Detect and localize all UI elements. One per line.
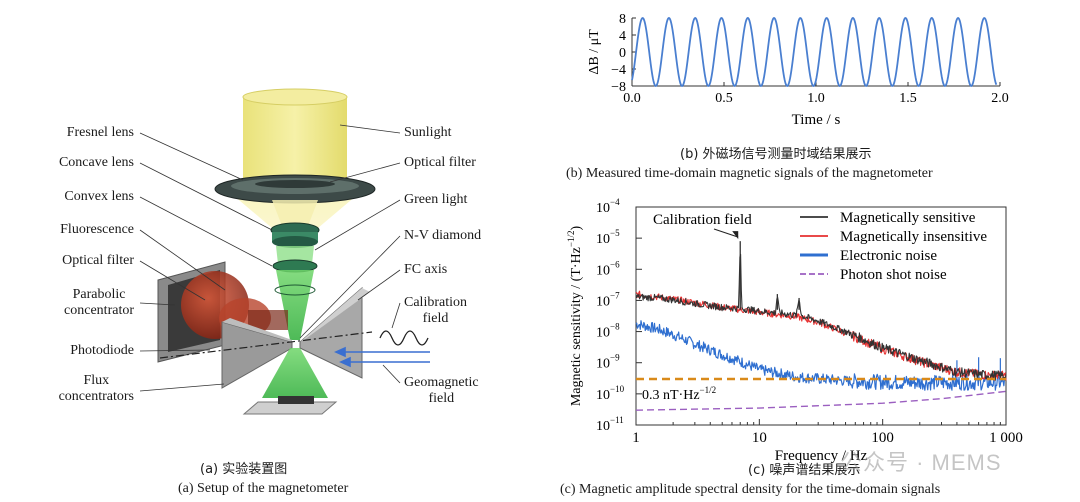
y-tick-label: 10 — [596, 419, 610, 434]
y-tick-exponent: −9 — [610, 353, 620, 363]
y-tick-exponent: −11 — [610, 415, 624, 425]
right-leader-lines — [299, 124, 401, 384]
y-axis-title: ΔB / μT — [587, 29, 602, 75]
plot-frame — [635, 206, 1007, 426]
y-tick-exponent: −10 — [610, 384, 625, 394]
calibration-wave-icon — [379, 330, 429, 346]
sine-series-line — [631, 17, 998, 87]
series-photon-shot-noise — [635, 390, 1007, 411]
label-convex-lens: Convex lens — [64, 189, 134, 204]
series-magnetically-sensitive — [635, 253, 1007, 381]
label-flux-concentrators: Flux concentrators — [58, 373, 134, 404]
flux-concentrators — [221, 286, 370, 389]
y-tick-label: 10 — [596, 201, 610, 216]
series-electronic-noise — [635, 320, 1007, 391]
green-light-cone — [262, 348, 328, 398]
y-tick-label: 10 — [596, 326, 610, 341]
annotation-arrow-line — [713, 228, 739, 238]
y-tick-exponent: −4 — [610, 197, 620, 207]
annotation-arrow-head — [732, 231, 739, 240]
y-tick-label: −4 — [611, 63, 626, 78]
caption-c-en: (c) Magnetic amplitude spectral density … — [560, 482, 941, 497]
fc-axis-line — [159, 331, 373, 359]
label-fresnel-lens: Fresnel lens — [66, 125, 134, 140]
label-geomagnetic-field: Geomagnetic field — [404, 375, 479, 406]
caption-c-cn: (c) 噪声谱结果展示 — [748, 463, 861, 478]
y-tick-label: 10 — [596, 294, 610, 309]
y-tick-label: 10 — [596, 232, 610, 247]
caption-a-cn: (a) 实验装置图 — [200, 462, 288, 477]
y-tick-label: 10 — [596, 357, 610, 372]
x-axis-title: Frequency / Hz — [775, 448, 868, 464]
legend-label: Magnetically sensitive — [840, 210, 976, 226]
x-tick-label: 1 000 — [989, 430, 1023, 446]
y-tick-label: 10 — [596, 263, 610, 278]
reference-line-label: 0.3 nT·Hz−1/2 — [642, 385, 716, 403]
y-axis-title-exponent: −1/2 — [566, 231, 576, 248]
y-tick-label: 8 — [619, 12, 626, 27]
photodiode-base — [242, 396, 338, 415]
x-tick-label: 2.0 — [991, 91, 1009, 106]
label-parabolic-concentrator: Parabolic concentrator — [64, 287, 134, 318]
y-tick-label: 10 — [596, 388, 610, 403]
label-fc-axis: FC axis — [404, 262, 448, 277]
label-fluorescence: Fluorescence — [60, 222, 134, 237]
lens-stack — [270, 200, 320, 340]
y-tick-exponent: −8 — [610, 322, 620, 332]
label-concave-lens: Concave lens — [58, 155, 134, 170]
caption-a-en: (a) Setup of the magnetometer — [178, 481, 349, 496]
y-tick-label: −8 — [611, 80, 626, 95]
caption-b-en: (b) Measured time-domain magnetic signal… — [566, 166, 933, 181]
magnetometer-setup-illustration — [139, 88, 430, 415]
calibration-field-annotation: Calibration field — [653, 212, 752, 228]
x-tick-label: 10 — [752, 430, 767, 446]
label-green-light: Green light — [404, 192, 468, 207]
x-tick-label: 0.5 — [715, 91, 733, 106]
watermark: 公众号 · MEMS — [840, 450, 1002, 475]
legend-label: Magnetically insensitive — [840, 229, 987, 245]
y-tick-exponent: −6 — [610, 259, 620, 269]
x-tick-label: 1.0 — [807, 91, 825, 106]
reference-line-label-exp: −1/2 — [700, 385, 717, 395]
geomagnetic-arrows-icon — [334, 346, 430, 368]
y-tick-label: 4 — [619, 29, 626, 44]
y-tick-label: 0 — [619, 46, 626, 61]
label-optical-filter-right: Optical filter — [404, 155, 476, 170]
x-tick-label: 1.5 — [899, 91, 917, 106]
y-tick-exponent: −5 — [610, 228, 620, 238]
x-axis-title: Time / s — [792, 112, 841, 128]
x-tick-label: 100 — [871, 430, 894, 446]
y-axis-title: Magnetic sensitivity / (T·Hz−1/2) — [566, 226, 584, 407]
y-axis-title-close: ) — [569, 226, 584, 231]
noise-spectrum-chart: 1 10 100 1 00010−410−510−610−710−810−910−10… — [566, 197, 1023, 464]
label-optical-filter-left: Optical filter — [62, 253, 134, 268]
y-tick-exponent: −7 — [610, 290, 620, 300]
x-tick-label: 1 — [632, 430, 640, 446]
fresnel-lens — [214, 174, 376, 204]
caption-b-cn: (b) 外磁场信号测量时域结果展示 — [680, 147, 872, 162]
legend-label: Electronic noise — [840, 248, 937, 264]
parabolic-concentrator — [157, 261, 288, 363]
label-sunlight: Sunlight — [404, 125, 452, 140]
label-photodiode: Photodiode — [70, 343, 134, 358]
legend-label: Photon shot noise — [840, 267, 947, 283]
label-calibration-field: Calibration field — [404, 295, 467, 326]
x-tick-label: 0.0 — [623, 91, 641, 106]
label-nv-diamond: N-V diamond — [404, 228, 482, 243]
time-domain-chart: 0.0 0.5 1.0 1.5 2.0 8 4 0 −4 −8 Time / s ΔB / μT — [587, 12, 1009, 128]
left-leader-lines — [139, 132, 273, 392]
